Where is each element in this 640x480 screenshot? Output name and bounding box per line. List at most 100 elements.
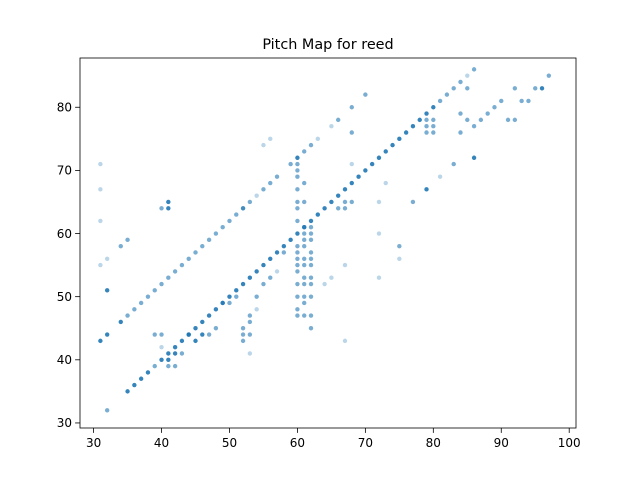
data-point: [376, 199, 382, 205]
data-point: [159, 206, 164, 211]
data-point: [512, 86, 518, 91]
data-point: [166, 357, 171, 363]
data-point: [295, 206, 300, 211]
data-point: [437, 98, 443, 104]
data-point: [424, 111, 429, 116]
y-tick-label: 40: [57, 353, 72, 367]
data-point: [213, 307, 219, 312]
data-point: [295, 174, 300, 179]
data-point: [444, 92, 450, 97]
data-point: [295, 313, 300, 318]
data-point: [431, 117, 436, 123]
data-point: [308, 281, 314, 287]
data-point: [193, 338, 198, 344]
data-point: [383, 149, 388, 154]
data-point: [254, 269, 259, 274]
data-point: [465, 73, 470, 78]
data-point: [315, 136, 321, 142]
data-point: [247, 351, 253, 356]
data-point: [138, 300, 144, 306]
data-point: [295, 262, 300, 268]
data-point: [295, 307, 300, 312]
data-point: [295, 187, 300, 192]
data-point: [288, 237, 293, 243]
x-tick-label: 100: [558, 436, 581, 450]
data-point: [295, 269, 300, 274]
data-point: [268, 180, 273, 186]
data-point: [288, 161, 293, 167]
data-point: [485, 111, 490, 116]
data-point: [410, 123, 416, 129]
data-point: [206, 332, 212, 337]
data-point: [152, 363, 157, 369]
data-point: [125, 237, 130, 243]
data-point: [424, 123, 429, 129]
data-point: [302, 313, 307, 318]
data-point: [349, 105, 354, 110]
data-point: [342, 199, 348, 205]
data-point: [234, 288, 239, 293]
data-point: [349, 199, 354, 205]
data-point: [240, 281, 246, 287]
x-tick-label: 90: [494, 436, 509, 450]
chart-title: Pitch Map for reed: [262, 37, 393, 53]
data-point: [308, 225, 314, 230]
data-point: [451, 161, 456, 167]
data-point: [193, 250, 198, 255]
data-point: [308, 275, 314, 280]
data-point: [322, 206, 327, 211]
data-point: [431, 105, 436, 110]
data-point: [499, 98, 504, 104]
points-layer: [98, 67, 552, 413]
data-point: [410, 199, 416, 205]
data-point: [200, 319, 205, 325]
data-point: [533, 86, 538, 91]
data-point: [424, 187, 429, 192]
data-point: [281, 250, 287, 255]
data-point: [295, 161, 300, 167]
data-point: [220, 225, 225, 230]
data-point: [193, 326, 198, 331]
data-point: [268, 275, 273, 280]
data-point: [295, 231, 300, 236]
x-tick-label: 60: [290, 436, 305, 450]
data-point: [417, 117, 422, 123]
data-point: [519, 98, 524, 104]
data-point: [471, 123, 477, 129]
y-tick-label: 60: [57, 227, 72, 241]
data-point: [308, 313, 314, 318]
data-point: [302, 180, 307, 186]
y-tick-label: 50: [57, 290, 72, 304]
data-point: [458, 111, 463, 116]
data-point: [234, 294, 239, 299]
data-point: [335, 117, 341, 123]
data-point: [308, 142, 314, 148]
data-point: [159, 332, 164, 337]
data-point: [424, 130, 429, 135]
data-point: [254, 307, 259, 312]
data-point: [104, 288, 110, 293]
data-point: [335, 206, 341, 211]
data-point: [342, 206, 348, 211]
data-point: [424, 117, 429, 123]
data-point: [512, 117, 518, 123]
data-point: [302, 262, 307, 268]
data-point: [546, 73, 552, 78]
data-point: [200, 332, 205, 337]
x-tick-label: 80: [426, 436, 441, 450]
data-point: [186, 332, 191, 337]
data-point: [104, 332, 110, 337]
x-tick-label: 50: [222, 436, 237, 450]
data-point: [458, 130, 463, 135]
data-point: [492, 105, 497, 110]
data-point: [437, 174, 443, 179]
data-point: [342, 338, 348, 344]
data-point: [308, 294, 314, 299]
data-point: [451, 86, 456, 91]
data-point: [152, 288, 157, 293]
data-point: [308, 218, 314, 224]
data-point: [240, 338, 246, 344]
data-point: [281, 243, 287, 249]
data-point: [465, 117, 470, 123]
